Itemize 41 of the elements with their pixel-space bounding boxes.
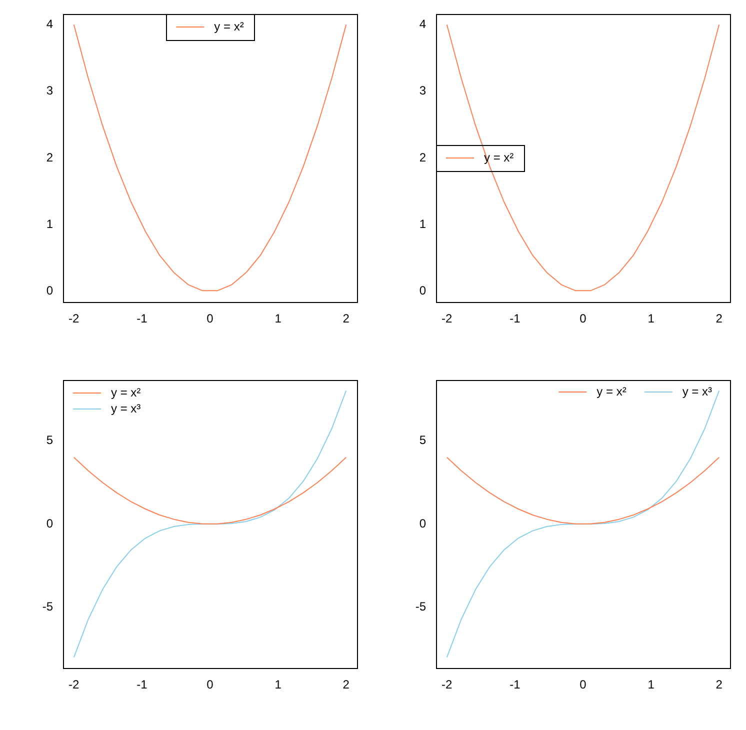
x-tick-label: 0: [580, 678, 587, 692]
x-tick-label: 1: [274, 678, 282, 692]
x-tick-label: 1: [648, 312, 655, 326]
x-tick-label: 2: [342, 312, 350, 326]
y-tick-label: 0: [419, 284, 426, 298]
y-tick-label: 5: [419, 432, 426, 447]
x-tick-label: -2: [68, 678, 80, 692]
x-tick-label: -1: [510, 678, 521, 692]
y-tick-label: 0: [46, 516, 54, 530]
x-tick-label: 2: [716, 312, 723, 326]
x-tick-label: -1: [136, 678, 148, 692]
x-tick-label: 2: [716, 678, 723, 692]
x-tick-label: 0: [206, 312, 214, 326]
legend-label: y = x³: [111, 401, 141, 416]
y-tick-label: 5: [46, 432, 54, 447]
y-tick-label: -5: [42, 600, 54, 614]
y-tick-label: 0: [46, 284, 54, 298]
x-tick-label: 0: [206, 678, 214, 692]
x-tick-label: 1: [274, 312, 282, 326]
y-tick-label: -5: [415, 600, 426, 614]
x-tick-label: -1: [510, 312, 521, 326]
y-tick-label: 1: [46, 216, 54, 231]
y-tick-label: 1: [419, 216, 426, 231]
x-tick-label: -2: [442, 678, 453, 692]
y-tick-label: 3: [419, 84, 426, 98]
x-tick-label: -2: [68, 312, 80, 326]
x-tick-label: 0: [580, 312, 587, 326]
legend-label: y = x²: [111, 385, 141, 400]
legend-label: y = x²: [596, 384, 626, 398]
y-tick-label: 2: [46, 150, 54, 164]
legend-label: y = x²: [214, 19, 244, 34]
y-tick-label: 4: [46, 16, 54, 31]
y-tick-label: 0: [419, 516, 426, 530]
y-tick-label: 2: [419, 150, 426, 164]
x-tick-label: -2: [442, 312, 453, 326]
x-tick-label: 2: [342, 678, 350, 692]
x-tick-label: -1: [136, 312, 148, 326]
y-tick-label: 4: [419, 16, 426, 31]
y-tick-label: 3: [46, 84, 54, 98]
x-tick-label: 1: [648, 678, 655, 692]
legend-label: y = x³: [682, 384, 712, 398]
